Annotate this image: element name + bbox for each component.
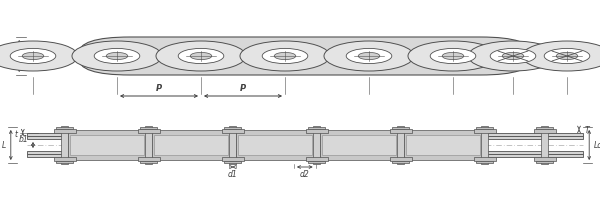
Bar	[536, 161, 553, 163]
Circle shape	[502, 52, 524, 60]
Bar	[70, 135, 144, 155]
Bar	[476, 161, 493, 163]
Bar	[138, 129, 160, 133]
Bar	[534, 157, 556, 161]
Circle shape	[190, 52, 212, 60]
Text: t: t	[15, 130, 18, 139]
Circle shape	[358, 52, 380, 60]
Bar	[390, 129, 412, 133]
Bar	[313, 126, 320, 164]
Circle shape	[490, 48, 536, 64]
Circle shape	[178, 48, 224, 64]
Circle shape	[262, 48, 308, 64]
Circle shape	[72, 41, 162, 71]
Bar	[140, 127, 157, 129]
Circle shape	[346, 48, 392, 64]
Text: d1: d1	[228, 170, 238, 179]
Bar	[306, 157, 328, 161]
Bar	[224, 161, 241, 163]
Bar	[56, 127, 73, 129]
Bar	[476, 127, 493, 129]
Text: Lc: Lc	[594, 140, 600, 149]
Bar	[27, 133, 583, 136]
Text: P: P	[156, 84, 162, 93]
Bar	[392, 127, 409, 129]
Bar	[474, 157, 496, 161]
Bar	[68, 130, 146, 160]
Bar	[145, 126, 152, 164]
Bar	[27, 151, 583, 154]
Text: P: P	[240, 84, 246, 93]
Circle shape	[556, 52, 578, 60]
Bar	[322, 135, 396, 155]
Bar	[238, 135, 312, 155]
Bar	[154, 135, 228, 155]
Bar	[536, 127, 553, 129]
Bar	[308, 127, 325, 129]
Circle shape	[274, 52, 296, 60]
Bar	[222, 157, 244, 161]
Bar	[308, 161, 325, 163]
Bar	[27, 136, 583, 139]
Circle shape	[544, 48, 590, 64]
Circle shape	[408, 41, 498, 71]
Bar	[152, 130, 230, 160]
Bar	[404, 130, 482, 160]
Bar	[306, 129, 328, 133]
Bar	[481, 126, 488, 164]
Circle shape	[94, 48, 140, 64]
Circle shape	[324, 41, 414, 71]
Bar	[229, 126, 236, 164]
Circle shape	[430, 48, 476, 64]
Text: h2: h2	[2, 51, 12, 60]
Bar	[222, 129, 244, 133]
Bar	[236, 130, 314, 160]
Circle shape	[442, 52, 464, 60]
Text: d2: d2	[300, 170, 310, 179]
Bar	[474, 129, 496, 133]
Bar	[61, 126, 68, 164]
Bar	[390, 157, 412, 161]
Bar	[320, 130, 398, 160]
Bar	[54, 157, 76, 161]
Bar	[56, 161, 73, 163]
Bar	[27, 154, 583, 157]
Bar	[224, 127, 241, 129]
Text: L: L	[2, 140, 6, 149]
Text: b1: b1	[19, 136, 28, 144]
Bar	[397, 126, 404, 164]
Circle shape	[468, 41, 558, 71]
Bar	[54, 129, 76, 133]
Bar	[534, 129, 556, 133]
Circle shape	[156, 41, 246, 71]
Bar	[138, 157, 160, 161]
Text: T: T	[585, 126, 590, 135]
Bar	[140, 161, 157, 163]
Bar	[541, 126, 548, 164]
Bar	[406, 135, 480, 155]
Circle shape	[106, 52, 128, 60]
Circle shape	[522, 41, 600, 71]
Circle shape	[10, 48, 56, 64]
Circle shape	[22, 52, 44, 60]
FancyBboxPatch shape	[78, 37, 532, 75]
Circle shape	[0, 41, 78, 71]
Circle shape	[240, 41, 330, 71]
Bar	[392, 161, 409, 163]
